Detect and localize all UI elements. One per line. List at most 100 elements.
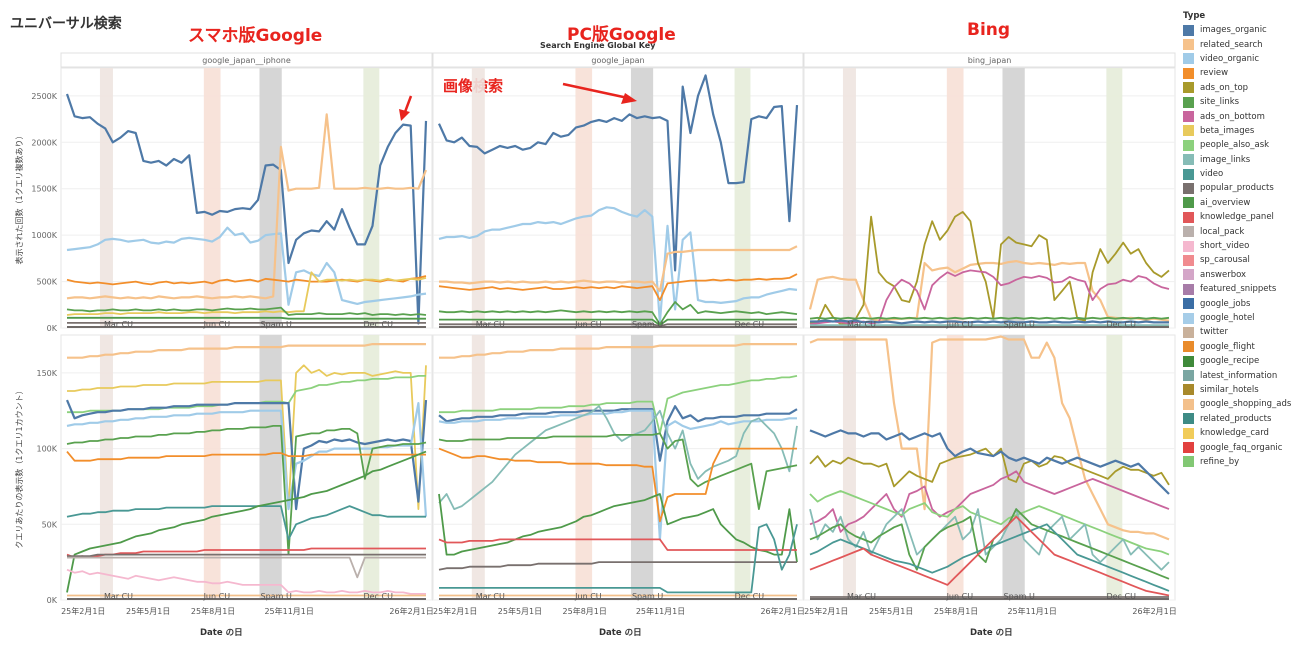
legend-label: ai_overview: [1200, 197, 1251, 208]
band-jun-cu: [575, 335, 593, 600]
legend-item-ads_on_top[interactable]: ads_on_top: [1183, 81, 1301, 95]
band-label-spam-u: Spam U: [261, 320, 292, 329]
band-spam-u: [259, 68, 282, 328]
y-tick-top: 1500K: [31, 185, 57, 194]
legend: Type images_organic related_search video_o…: [1183, 11, 1301, 469]
x-tick-label: 26年2月1日: [760, 606, 804, 616]
legend-item-google_hotel[interactable]: google_hotel: [1183, 311, 1301, 325]
legend-swatch: [1183, 283, 1194, 295]
series-line-related_search: [67, 343, 426, 359]
legend-item-video[interactable]: video: [1183, 167, 1301, 181]
legend-item-people_also_ask[interactable]: people_also_ask: [1183, 138, 1301, 152]
series-line-ai_overview: [438, 493, 798, 563]
legend-label: images_organic: [1200, 25, 1267, 36]
band-label-spam-u: Spam U: [1004, 320, 1035, 329]
legend-item-images_organic[interactable]: images_organic: [1183, 23, 1301, 37]
legend-item-knowledge_card[interactable]: knowledge_card: [1183, 426, 1301, 440]
legend-label: sp_carousal: [1200, 255, 1250, 266]
legend-swatch: [1183, 197, 1194, 209]
legend-swatch: [1183, 82, 1194, 94]
legend-label: twitter: [1200, 327, 1229, 338]
legend-item-google_recipe[interactable]: google_recipe: [1183, 354, 1301, 368]
legend-item-video_organic[interactable]: video_organic: [1183, 52, 1301, 66]
legend-swatch: [1183, 254, 1194, 266]
legend-item-beta_images[interactable]: beta_images: [1183, 124, 1301, 138]
series-line-beta_images: [66, 271, 427, 316]
legend-item-knowledge_panel[interactable]: knowledge_panel: [1183, 210, 1301, 224]
annotation-bing: Bing: [967, 20, 1011, 40]
legend-item-answerbox[interactable]: answerbox: [1183, 268, 1301, 282]
series-line-people_also_ask: [439, 375, 798, 435]
band-dec-cu: [363, 335, 380, 600]
legend-item-ai_overview[interactable]: ai_overview: [1183, 196, 1301, 210]
series-line-images_organic: [810, 319, 1169, 325]
band-label-jun-cu: Jun CU: [203, 592, 231, 601]
legend-label: image_links: [1200, 154, 1251, 165]
series-line-popular_products: [439, 323, 797, 328]
legend-item-twitter[interactable]: twitter: [1183, 325, 1301, 339]
arrow-mobile-drop-icon: [403, 95, 413, 113]
legend-swatch: [1183, 182, 1194, 194]
series-line-related_search: [439, 245, 798, 292]
series-line-ai_overview: [439, 318, 797, 327]
legend-swatch: [1183, 125, 1194, 137]
x-tick-label: 25年11月1日: [636, 606, 685, 616]
legend-item-related_products[interactable]: related_products: [1183, 412, 1301, 426]
legend-item-image_links[interactable]: image_links: [1183, 153, 1301, 167]
legend-item-popular_products[interactable]: popular_products: [1183, 181, 1301, 195]
legend-item-google_shopping_ads[interactable]: google_shopping_ads: [1183, 397, 1301, 411]
series-line-popular_products: [438, 561, 797, 571]
series-line-related_search: [66, 113, 428, 300]
series-line-video_organic: [66, 226, 427, 306]
legend-label: google_faq_organic: [1200, 442, 1283, 453]
band-label-jun-cu: Jun CU: [203, 320, 231, 329]
series-line-knowledge_panel: [438, 538, 797, 551]
arrow-head-mobile-drop-icon: [399, 109, 410, 121]
band-jun-cu: [946, 68, 964, 328]
legend-item-similar_hotels[interactable]: similar_hotels: [1183, 383, 1301, 397]
legend-item-google_flight[interactable]: google_flight: [1183, 340, 1301, 354]
legend-item-ads_on_bottom[interactable]: ads_on_bottom: [1183, 109, 1301, 123]
legend-swatch: [1183, 226, 1194, 238]
legend-item-local_pack[interactable]: local_pack: [1183, 224, 1301, 238]
band-label-mar-cu: Mar CU: [104, 592, 133, 601]
legend-swatch: [1183, 39, 1194, 51]
band-label-mar-cu: Mar CU: [847, 592, 876, 601]
panel-title-bing_japan: bing_japan: [968, 56, 1012, 65]
series-line-site_links: [66, 424, 427, 556]
y-axis-title-bottom: クエリあたりの表示数（1クエリ1カウント）: [14, 386, 24, 548]
x-axis-title-2: Date の日: [599, 628, 642, 638]
x-tick-label: 25年5月1日: [126, 606, 170, 616]
band-label-jun-cu: Jun CU: [946, 320, 974, 329]
legend-swatch: [1183, 211, 1194, 223]
series-line-image_links: [438, 405, 798, 511]
y-tick-top: 0K: [47, 324, 58, 333]
series-line-site_links: [809, 508, 1170, 580]
legend-item-latest_information[interactable]: latest_information: [1183, 368, 1301, 382]
legend-label: knowledge_panel: [1200, 212, 1274, 223]
band-label-dec-cu: Dec CU: [363, 592, 393, 601]
x-tick-label: 25年8月1日: [934, 606, 978, 616]
legend-swatch: [1183, 154, 1194, 166]
legend-swatch: [1183, 312, 1194, 324]
series-line-images_organic: [809, 429, 1170, 495]
legend-item-site_links[interactable]: site_links: [1183, 95, 1301, 109]
band-label-mar-cu: Mar CU: [104, 320, 133, 329]
series-line-site_links: [809, 316, 1170, 320]
band-jun-cu: [946, 335, 964, 600]
legend-item-google_faq_organic[interactable]: google_faq_organic: [1183, 440, 1301, 454]
band-label-dec-cu: Dec CU: [735, 592, 765, 601]
legend-item-review[interactable]: review: [1183, 66, 1301, 80]
legend-label: beta_images: [1200, 125, 1255, 136]
series-line-video: [66, 505, 426, 541]
legend-swatch: [1183, 111, 1194, 123]
legend-item-sp_carousal[interactable]: sp_carousal: [1183, 253, 1301, 267]
x-tick-label: 25年8月1日: [191, 606, 235, 616]
legend-item-featured_snippets[interactable]: featured_snippets: [1183, 282, 1301, 296]
series-line-related_search: [809, 335, 1170, 541]
legend-item-refine_by[interactable]: refine_by: [1183, 455, 1301, 469]
legend-item-related_search[interactable]: related_search: [1183, 37, 1301, 51]
legend-item-short_video[interactable]: short_video: [1183, 239, 1301, 253]
y-tick-top: 2500K: [31, 92, 57, 101]
legend-item-google_jobs[interactable]: google_jobs: [1183, 296, 1301, 310]
